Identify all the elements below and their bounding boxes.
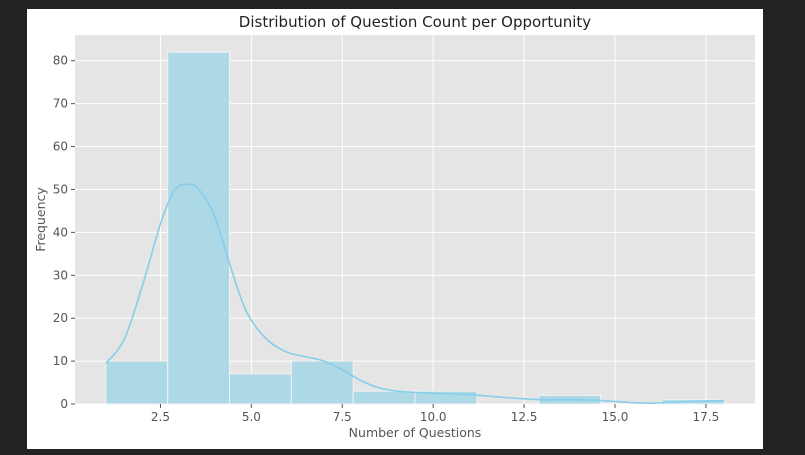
kde-curve — [105, 183, 725, 404]
y-tick-label: 70 — [53, 97, 68, 111]
histogram-bar — [105, 360, 169, 405]
y-tick-label: 80 — [53, 54, 68, 68]
y-tick-label: 40 — [53, 225, 68, 239]
x-tick-label: 7.5 — [333, 410, 352, 424]
y-tick-label: 50 — [53, 182, 68, 196]
x-tick-label: 10.0 — [420, 410, 447, 424]
x-tick-label: 15.0 — [602, 410, 629, 424]
x-tick-label: 17.5 — [693, 410, 720, 424]
y-tick-label: 20 — [53, 311, 68, 325]
y-tick-label: 30 — [53, 268, 68, 282]
histogram-bar — [352, 390, 416, 405]
window-top-bar — [0, 0, 805, 9]
y-tick-label: 10 — [53, 354, 68, 368]
histogram-bar — [167, 51, 231, 405]
y-tick-label: 0 — [60, 397, 68, 411]
chart-title: Distribution of Question Count per Oppor… — [239, 13, 591, 31]
x-tick-label: 5.0 — [242, 410, 261, 424]
y-tick-label: 60 — [53, 140, 68, 154]
x-tick-label: 2.5 — [151, 410, 170, 424]
x-tick-label: 12.5 — [511, 410, 538, 424]
x-axis-label: Number of Questions — [349, 425, 482, 440]
chart-figure: Distribution of Question Count per Oppor… — [27, 9, 763, 449]
histogram-chart: Distribution of Question Count per Oppor… — [33, 13, 755, 440]
histogram-bar — [290, 360, 354, 405]
histogram-bar — [229, 373, 292, 405]
y-axis-label: Frequency — [33, 187, 48, 252]
